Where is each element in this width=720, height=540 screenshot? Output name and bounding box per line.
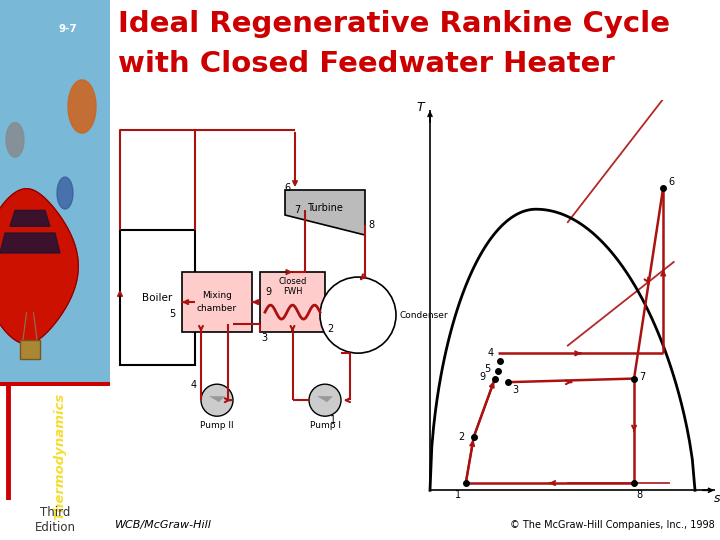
- Text: 1: 1: [330, 415, 336, 425]
- Polygon shape: [317, 396, 333, 402]
- Text: 2: 2: [459, 432, 465, 442]
- Polygon shape: [6, 123, 24, 157]
- Text: 6: 6: [284, 183, 290, 193]
- Text: 3: 3: [261, 333, 267, 343]
- Text: 4: 4: [487, 348, 493, 357]
- Text: Pump I: Pump I: [310, 421, 341, 430]
- Text: with Closed Feedwater Heater: with Closed Feedwater Heater: [118, 50, 615, 78]
- Polygon shape: [68, 80, 96, 133]
- Text: Boles: Boles: [45, 413, 75, 423]
- Bar: [182, 272, 252, 332]
- Text: Mixing: Mixing: [202, 291, 232, 300]
- Text: 4: 4: [191, 380, 197, 390]
- Text: Thermodynamics: Thermodynamics: [53, 393, 66, 521]
- Circle shape: [309, 384, 341, 416]
- Polygon shape: [285, 190, 365, 235]
- Text: 9-7: 9-7: [58, 24, 77, 35]
- Text: T: T: [416, 102, 424, 114]
- Text: 5: 5: [485, 364, 491, 374]
- Text: 1: 1: [455, 490, 461, 500]
- Circle shape: [201, 384, 233, 416]
- Text: FWH: FWH: [283, 287, 302, 295]
- Text: Closed: Closed: [279, 276, 307, 286]
- Text: 6: 6: [668, 177, 674, 187]
- Text: 5: 5: [169, 309, 175, 319]
- Text: s: s: [714, 492, 720, 505]
- Polygon shape: [57, 177, 73, 209]
- Text: Çengel: Çengel: [40, 399, 79, 408]
- Text: 2: 2: [327, 324, 333, 334]
- Text: Boiler: Boiler: [143, 293, 173, 302]
- Polygon shape: [209, 396, 225, 402]
- Polygon shape: [10, 211, 50, 226]
- Text: Ideal Regenerative Rankine Cycle: Ideal Regenerative Rankine Cycle: [118, 10, 670, 38]
- Text: Condenser: Condenser: [400, 310, 449, 320]
- Text: WCB/McGraw-Hill: WCB/McGraw-Hill: [115, 520, 212, 530]
- Text: 7: 7: [294, 205, 300, 215]
- Text: 7: 7: [639, 372, 645, 382]
- Polygon shape: [0, 188, 78, 344]
- Text: 3: 3: [512, 385, 518, 395]
- Bar: [0, 382, 110, 386]
- Text: chamber: chamber: [197, 303, 237, 313]
- Bar: [120, 230, 195, 365]
- Text: © The McGraw-Hill Companies, Inc., 1998: © The McGraw-Hill Companies, Inc., 1998: [510, 520, 715, 530]
- Bar: [260, 272, 325, 332]
- Bar: [20, 340, 40, 360]
- Text: 9: 9: [265, 287, 271, 297]
- Text: 9: 9: [480, 372, 486, 382]
- Circle shape: [320, 277, 396, 353]
- Text: Pump II: Pump II: [200, 421, 234, 430]
- Text: 8: 8: [368, 220, 374, 230]
- Polygon shape: [0, 233, 60, 253]
- Text: Edition: Edition: [35, 521, 76, 535]
- Text: Turbine: Turbine: [307, 203, 343, 213]
- Text: 8: 8: [636, 490, 642, 500]
- Text: Third: Third: [40, 507, 70, 519]
